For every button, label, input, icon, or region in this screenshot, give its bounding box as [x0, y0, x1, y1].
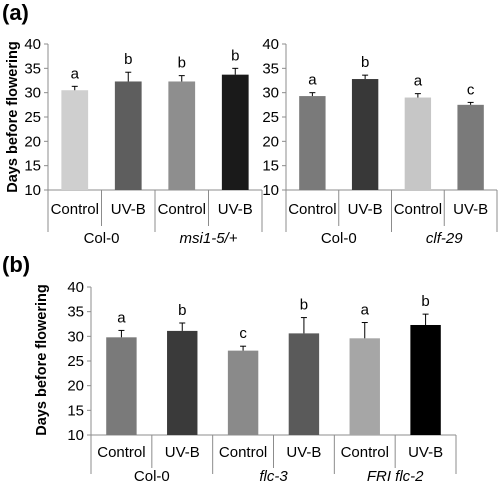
panel-a-left-chart: (a) Days before flowering 10 15 20 25 30 35 40 a C… — [2, 0, 263, 247]
y-tick-label: 20 — [24, 133, 41, 150]
category-label: UV-B — [348, 201, 383, 218]
significance-letter: b — [300, 297, 308, 314]
category-label: Control — [288, 201, 336, 218]
bar — [221, 74, 249, 190]
bar — [351, 79, 379, 190]
panel-label: (b) — [2, 252, 30, 277]
bar — [457, 104, 484, 190]
category-label: UV-B — [165, 444, 200, 461]
significance-letter: b — [178, 55, 186, 72]
bar — [167, 330, 198, 435]
y-tick-label: 35 — [67, 304, 84, 321]
y-tick-label: 10 — [262, 182, 279, 199]
category-label: UV-B — [453, 201, 488, 218]
category-label: Control — [341, 444, 389, 461]
y-tick-label: 10 — [67, 427, 84, 444]
bar — [168, 81, 196, 190]
category-label: UV-B — [408, 444, 443, 461]
category-label: Control — [158, 201, 206, 218]
significance-letter: a — [361, 302, 370, 319]
bar — [106, 337, 137, 435]
y-tick-label: 10 — [24, 182, 41, 199]
y-tick-label: 25 — [67, 353, 84, 370]
bar — [227, 350, 259, 435]
significance-letter: b — [124, 51, 132, 68]
y-tick-label: 40 — [262, 36, 279, 53]
group-label: Col-0 — [134, 468, 170, 484]
significance-letter: b — [361, 54, 369, 71]
significance-letter: a — [414, 73, 423, 90]
group-label: Col-0 — [321, 230, 357, 247]
bar — [114, 81, 142, 190]
y-tick-label: 15 — [67, 402, 84, 419]
category-label: Control — [51, 201, 99, 218]
y-tick-label: 30 — [67, 328, 84, 345]
y-tick-label: 15 — [24, 158, 41, 175]
bar — [349, 338, 380, 435]
y-tick-label: 30 — [24, 85, 41, 102]
bar — [404, 97, 432, 190]
category-label: UV-B — [286, 444, 321, 461]
bar — [299, 96, 326, 190]
y-tick-label: 40 — [24, 36, 41, 53]
group-label: clf-29 — [426, 230, 463, 247]
y-tick-label: 15 — [262, 158, 279, 175]
y-tick-label: 20 — [262, 133, 279, 150]
category-label: Control — [97, 444, 145, 461]
category-label: UV-B — [111, 201, 146, 218]
panel-b-chart: (b)Days before flowering 10 15 20 25 30 35 40 a C… — [2, 252, 457, 484]
significance-letter: a — [308, 72, 317, 89]
bar — [410, 324, 441, 435]
y-axis-label: Days before flowering — [5, 41, 21, 192]
panel-label: (a) — [2, 0, 29, 25]
significance-letter: b — [421, 293, 429, 310]
bar — [288, 333, 320, 435]
bar — [61, 90, 89, 190]
y-tick-label: 35 — [262, 60, 279, 77]
y-tick-label: 25 — [24, 109, 41, 126]
group-label: Col-0 — [84, 230, 120, 247]
category-label: UV-B — [218, 201, 253, 218]
significance-letter: c — [239, 325, 247, 342]
significance-letter: b — [178, 302, 186, 319]
significance-letter: c — [467, 81, 475, 98]
y-tick-label: 40 — [67, 279, 84, 296]
group-label: msi1-5/+ — [180, 230, 238, 247]
group-label: flc-3 — [259, 468, 288, 484]
panel-a-right-chart: 10 15 20 25 30 35 40 a Control b UV-B a Control c UV-B… — [262, 36, 498, 247]
y-axis-label: Days before flowering — [34, 284, 50, 435]
category-label: Control — [219, 444, 267, 461]
y-tick-label: 20 — [67, 378, 84, 395]
significance-letter: b — [231, 47, 239, 64]
category-label: Control — [394, 201, 442, 218]
y-tick-label: 25 — [262, 109, 279, 126]
y-tick-label: 35 — [24, 60, 41, 77]
significance-letter: a — [71, 65, 80, 82]
group-label: FRI flc-2 — [367, 468, 424, 484]
y-tick-label: 30 — [262, 85, 279, 102]
significance-letter: a — [117, 309, 126, 326]
